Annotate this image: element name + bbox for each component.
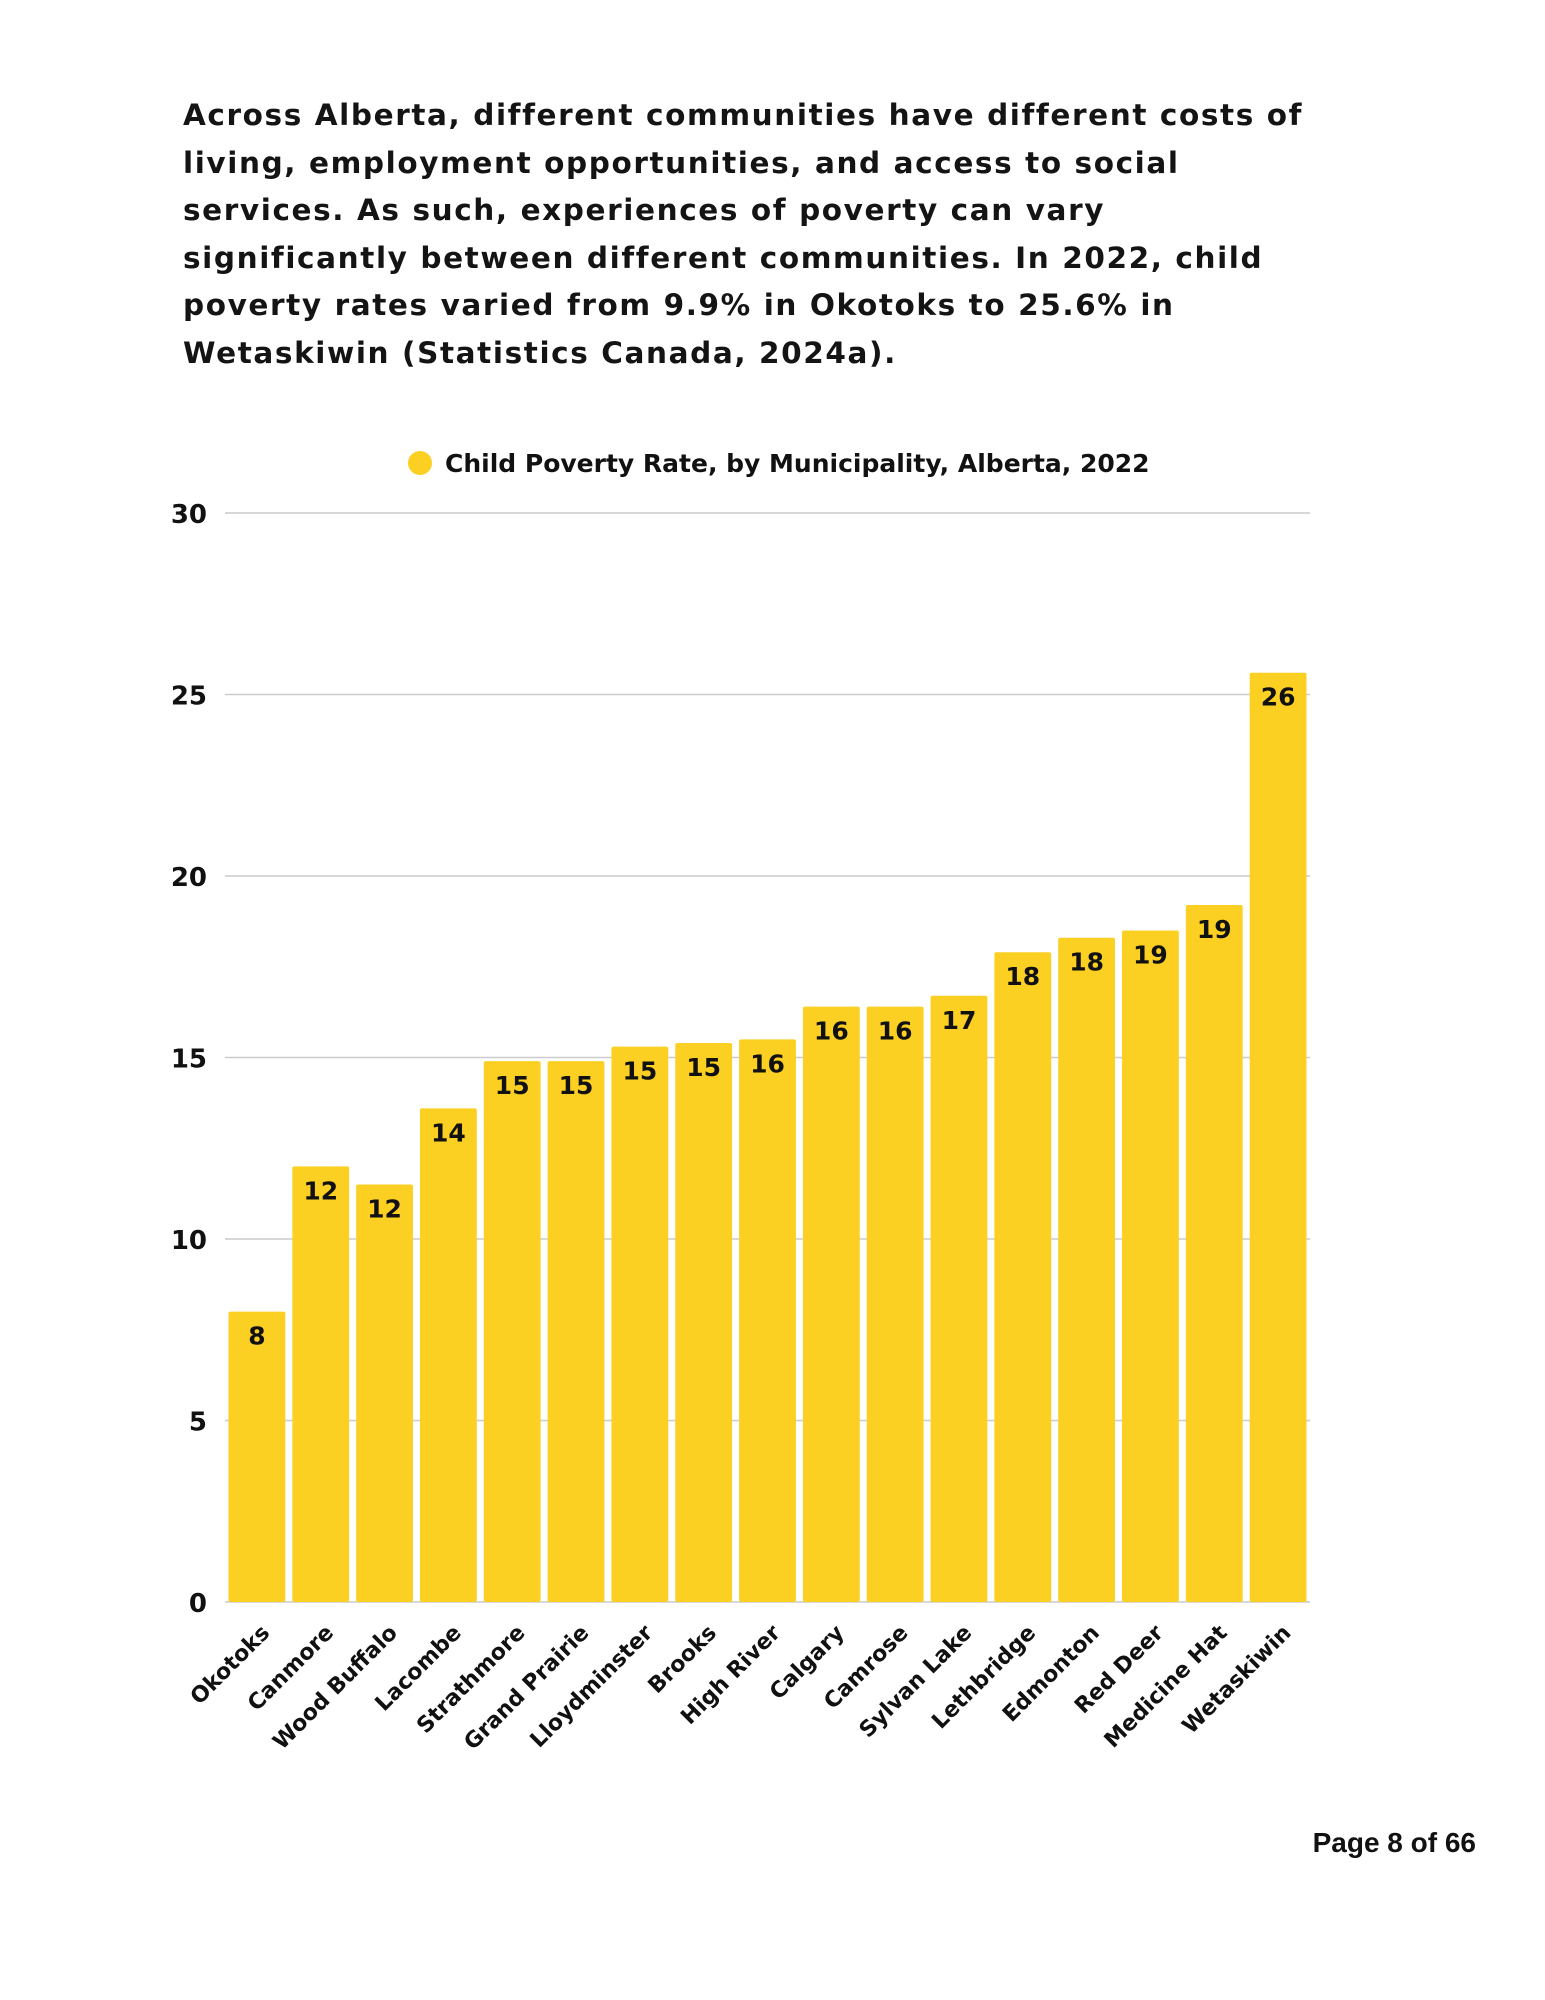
bar-value-label: 17 [942, 1006, 977, 1035]
bar-value-label: 14 [431, 1118, 466, 1147]
bar-data-labels: 8 12 12 14 15 15 15 15 16 16 16 17 18 18 19 19 26 [248, 683, 1295, 1351]
bar-lloydminster [611, 1046, 669, 1602]
bar-value-label: 15 [559, 1071, 594, 1100]
bar-value-label: 16 [750, 1049, 785, 1078]
y-tick-label: 25 [171, 682, 207, 712]
bar-value-label: 8 [248, 1322, 265, 1351]
bar-sylvan-lake [930, 995, 988, 1602]
x-tick-label: Wetaskiwin [1178, 1621, 1296, 1739]
y-tick-label: 30 [171, 500, 207, 530]
bar-value-label: 12 [303, 1176, 338, 1205]
legend-marker [408, 451, 432, 475]
bar-brooks [675, 1042, 733, 1602]
y-tick-label: 20 [171, 863, 207, 893]
y-tick-label: 5 [189, 1408, 207, 1438]
bar-value-label: 18 [1005, 962, 1040, 991]
bar-red-deer [1122, 930, 1179, 1602]
bar-value-label: 19 [1197, 915, 1232, 944]
bar-grand-prairie [547, 1061, 605, 1602]
chart-legend: Child Poverty Rate, by Municipality, Alb… [408, 449, 1150, 478]
bar-value-label: 15 [622, 1057, 657, 1086]
bar-value-label: 15 [686, 1053, 721, 1082]
bar-okotoks [228, 1311, 286, 1602]
bar-value-label: 16 [814, 1017, 849, 1046]
bar-edmonton [1058, 937, 1116, 1602]
bar-medicine-hat [1185, 905, 1243, 1602]
bar-strathmore [483, 1061, 541, 1602]
bar-value-label: 19 [1133, 940, 1168, 969]
y-tick-label: 15 [171, 1045, 207, 1075]
bar-wood-buffalo [356, 1184, 413, 1602]
x-tick-label: Sylvan Lake [855, 1621, 977, 1743]
bar-calgary [802, 1006, 860, 1602]
bar-value-label: 18 [1069, 948, 1104, 977]
y-tick-label: 0 [189, 1589, 207, 1619]
bar-high-river [739, 1039, 796, 1602]
bar-wetaskiwin [1249, 672, 1307, 1602]
bar-value-label: 15 [495, 1071, 530, 1100]
bar-value-label: 26 [1261, 683, 1296, 712]
page-number: Page 8 of 66 [1312, 1827, 1476, 1858]
chart-bars [228, 672, 1307, 1602]
bar-lacombe [419, 1108, 477, 1602]
bar-value-label: 12 [367, 1195, 402, 1224]
intro-paragraph: Across Alberta, different communities ha… [183, 98, 1304, 370]
bar-lethbridge [994, 952, 1052, 1602]
y-tick-label: 10 [171, 1226, 207, 1256]
bar-camrose [866, 1006, 924, 1602]
child-poverty-bar-chart: Child Poverty Rate, by Municipality, Alb… [171, 449, 1310, 1755]
legend-label: Child Poverty Rate, by Municipality, Alb… [445, 449, 1150, 478]
bar-value-label: 16 [878, 1017, 913, 1046]
bar-canmore [292, 1166, 350, 1602]
y-axis: 0 5 10 15 20 25 30 [171, 500, 207, 1619]
